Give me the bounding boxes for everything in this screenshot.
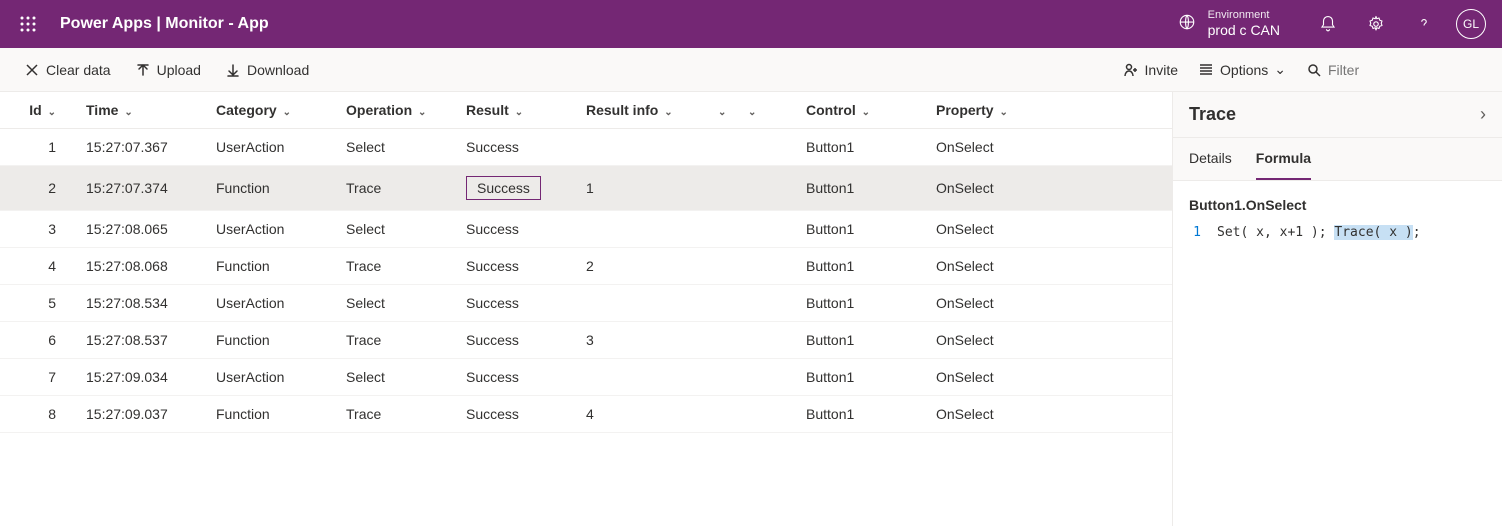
table-row[interactable]: 4 15:27:08.068 Function Trace Success 2 … — [0, 248, 1172, 285]
col-category[interactable]: Category ⌄ — [210, 92, 340, 129]
result-highlight: Success — [466, 176, 541, 200]
upload-button[interactable]: Upload — [135, 62, 201, 78]
formula-code: 1 Set( x, x+1 ); Trace( x ); — [1189, 225, 1486, 240]
table-row[interactable]: 5 15:27:08.534 UserAction Select Success… — [0, 285, 1172, 322]
tab-formula[interactable]: Formula — [1256, 138, 1311, 180]
col-result[interactable]: Result ⌄ — [460, 92, 580, 129]
help-icon[interactable] — [1400, 0, 1448, 48]
chevron-down-icon: ⌄ — [515, 107, 523, 118]
environment-name: prod c CAN — [1208, 22, 1280, 39]
chevron-down-icon: ⌄ — [283, 107, 291, 118]
chevron-down-icon: ⌄ — [862, 107, 870, 118]
col-time[interactable]: Time ⌄ — [80, 92, 210, 129]
code-text: Set( x, x+1 ); Trace( x ); — [1217, 225, 1421, 240]
table-row[interactable]: 7 15:27:09.034 UserAction Select Success… — [0, 359, 1172, 396]
table-header-row: Id ⌄ Time ⌄ Category ⌄ Operation ⌄ Resul… — [0, 92, 1172, 129]
chevron-down-icon: ⌄ — [48, 107, 56, 118]
clear-data-button[interactable]: Clear data — [24, 62, 111, 78]
app-title: Power Apps | Monitor - App — [60, 15, 269, 33]
col-property[interactable]: Property ⌄ — [930, 92, 1172, 129]
col-extra-2[interactable]: ⌄ — [740, 92, 800, 129]
table-row[interactable]: 2 15:27:07.374 Function Trace Success 1 … — [0, 166, 1172, 211]
globe-icon — [1178, 13, 1196, 34]
col-control[interactable]: Control ⌄ — [800, 92, 930, 129]
chevron-down-icon: ⌄ — [124, 107, 132, 118]
line-number: 1 — [1189, 225, 1201, 240]
chevron-down-icon: ⌄ — [748, 107, 756, 118]
chevron-down-icon: ⌄ — [718, 107, 726, 118]
event-grid: Id ⌄ Time ⌄ Category ⌄ Operation ⌄ Resul… — [0, 92, 1172, 526]
col-result-info[interactable]: Result info ⌄ — [580, 92, 710, 129]
waffle-icon[interactable] — [12, 16, 44, 32]
filter-field[interactable] — [1306, 62, 1478, 78]
table-row[interactable]: 6 15:27:08.537 Function Trace Success 3 … — [0, 322, 1172, 359]
col-extra-1[interactable]: ⌄ — [710, 92, 740, 129]
chevron-down-icon: ⌄ — [1274, 61, 1286, 78]
environment-picker[interactable]: Environment prod c CAN — [1178, 9, 1280, 39]
chevron-down-icon: ⌄ — [418, 107, 426, 118]
app-header: Power Apps | Monitor - App Environment p… — [0, 0, 1502, 48]
tab-details[interactable]: Details — [1189, 138, 1232, 180]
settings-icon[interactable] — [1352, 0, 1400, 48]
options-button[interactable]: Options ⌄ — [1198, 61, 1286, 78]
invite-button[interactable]: Invite — [1123, 62, 1178, 78]
notifications-icon[interactable] — [1304, 0, 1352, 48]
table-row[interactable]: 3 15:27:08.065 UserAction Select Success… — [0, 211, 1172, 248]
chevron-down-icon: ⌄ — [664, 107, 672, 118]
col-id[interactable]: Id ⌄ — [0, 92, 80, 129]
chevron-right-icon[interactable]: › — [1480, 104, 1486, 125]
download-button[interactable]: Download — [225, 62, 309, 78]
table-row[interactable]: 1 15:27:07.367 UserAction Select Success… — [0, 129, 1172, 166]
formula-reference: Button1.OnSelect — [1189, 197, 1486, 213]
table-row[interactable]: 8 15:27:09.037 Function Trace Success 4 … — [0, 396, 1172, 433]
trace-panel: Trace › Details Formula Button1.OnSelect… — [1172, 92, 1502, 526]
command-bar: Clear data Upload Download Invite Option… — [0, 48, 1502, 92]
panel-title: Trace — [1189, 104, 1236, 125]
user-avatar[interactable]: GL — [1456, 9, 1486, 39]
filter-input[interactable] — [1328, 62, 1478, 78]
chevron-down-icon: ⌄ — [999, 107, 1007, 118]
col-operation[interactable]: Operation ⌄ — [340, 92, 460, 129]
environment-label: Environment — [1208, 9, 1280, 22]
